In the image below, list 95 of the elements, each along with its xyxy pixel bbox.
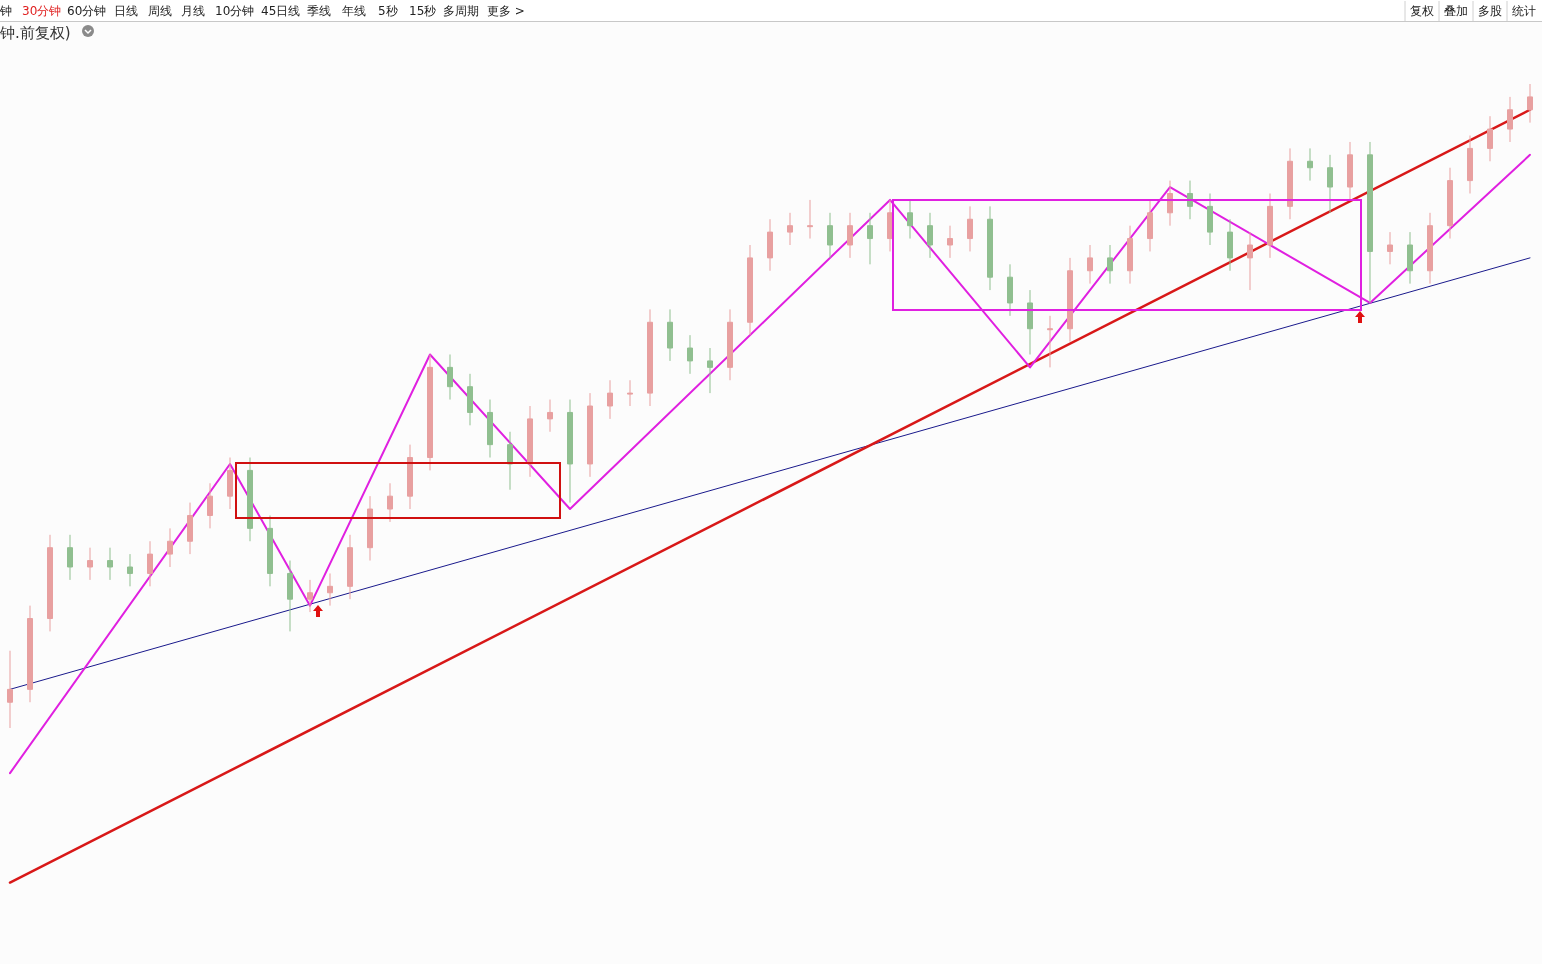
text: 年线 [342,4,366,18]
candlestick [87,547,93,581]
candlestick [27,605,33,703]
text: 5秒 [378,4,398,18]
text: 多股 [1478,4,1502,18]
candlestick [167,527,173,568]
candlestick [207,482,213,529]
candlestick [827,212,833,259]
candlestick [947,225,953,259]
candlestick [647,308,653,407]
candlestick [967,205,973,252]
candlestick [327,572,333,607]
candlestick [247,457,253,542]
text: 更多 > [487,4,525,18]
candlestick [67,534,73,581]
candlestick [107,547,113,581]
text: 周线 [148,4,172,18]
candlestick [1067,257,1073,343]
candlestick [1407,231,1413,285]
candlestick [1367,141,1373,304]
candlestick [987,205,993,291]
candlestick [1047,315,1053,368]
candlestick [467,373,473,426]
text: 多周期 [443,4,479,18]
candlestick [287,560,293,632]
candlestick [727,308,733,381]
candlestick [1247,231,1253,291]
candlestick [1267,192,1273,259]
candlestick [707,347,713,394]
candlestick [627,379,633,407]
candlestick [607,379,613,420]
candlestick [307,579,313,613]
candlestick [1347,141,1353,201]
text: 统计 [1512,4,1536,18]
text: 月线 [181,4,205,18]
text: 季线 [307,4,331,18]
candlestick [1447,167,1453,240]
candlestick [1427,212,1433,285]
candlestick [47,534,53,632]
candlestick [1127,225,1133,285]
candlestick [1107,244,1113,285]
candlestick [347,534,353,600]
text: 复权 [1410,4,1434,18]
candlestick [587,392,593,478]
candlestick [1167,180,1173,227]
text: 日线 [114,4,138,18]
candlestick [1387,231,1393,265]
candlestick [427,353,433,471]
candlestick [567,399,573,504]
text: 钟 [0,4,12,18]
text: 45日线 [261,4,301,18]
candlestick [907,199,913,240]
candlestick [387,482,393,523]
candlestick [1187,180,1193,220]
candlestick [1327,154,1333,214]
candlestick [267,514,273,587]
candlestick [447,353,453,401]
candlestick [867,212,873,265]
candlestick [1147,199,1153,252]
candlestick [1507,96,1513,143]
candlestick [487,399,493,459]
candlestick [807,199,813,240]
candlestick [527,405,533,478]
candlestick [367,495,373,562]
text: 60分钟 [67,4,107,18]
candlestick [7,650,13,729]
candlestick [1487,115,1493,162]
candlestick [1207,192,1213,246]
candlestick [507,431,513,491]
candlestick [767,218,773,272]
candlestick [227,457,233,510]
candlestick [1087,244,1093,285]
text: 叠加 [1444,4,1468,18]
candlestick [927,212,933,259]
candlestick [547,399,553,433]
candlestick [1467,135,1473,194]
text: 15秒 [409,4,437,18]
candlestick [747,244,753,336]
candlestick [1227,218,1233,272]
chart-title: 钟.前复权) [0,24,71,42]
candlestick [1007,263,1013,317]
candlestick [147,540,153,587]
candlestick [407,444,413,510]
candlestick [687,334,693,375]
candlestick [1527,83,1533,124]
text: 30分钟 [22,4,62,18]
candlestick [127,553,133,587]
candlestick [787,212,793,246]
candlestick [1027,289,1033,355]
candlestick [1307,147,1313,182]
candlestick [667,308,673,362]
text: 10分钟 [215,4,255,18]
candlestick [187,502,193,555]
candlestick [1287,147,1293,220]
candlestick [847,212,853,259]
